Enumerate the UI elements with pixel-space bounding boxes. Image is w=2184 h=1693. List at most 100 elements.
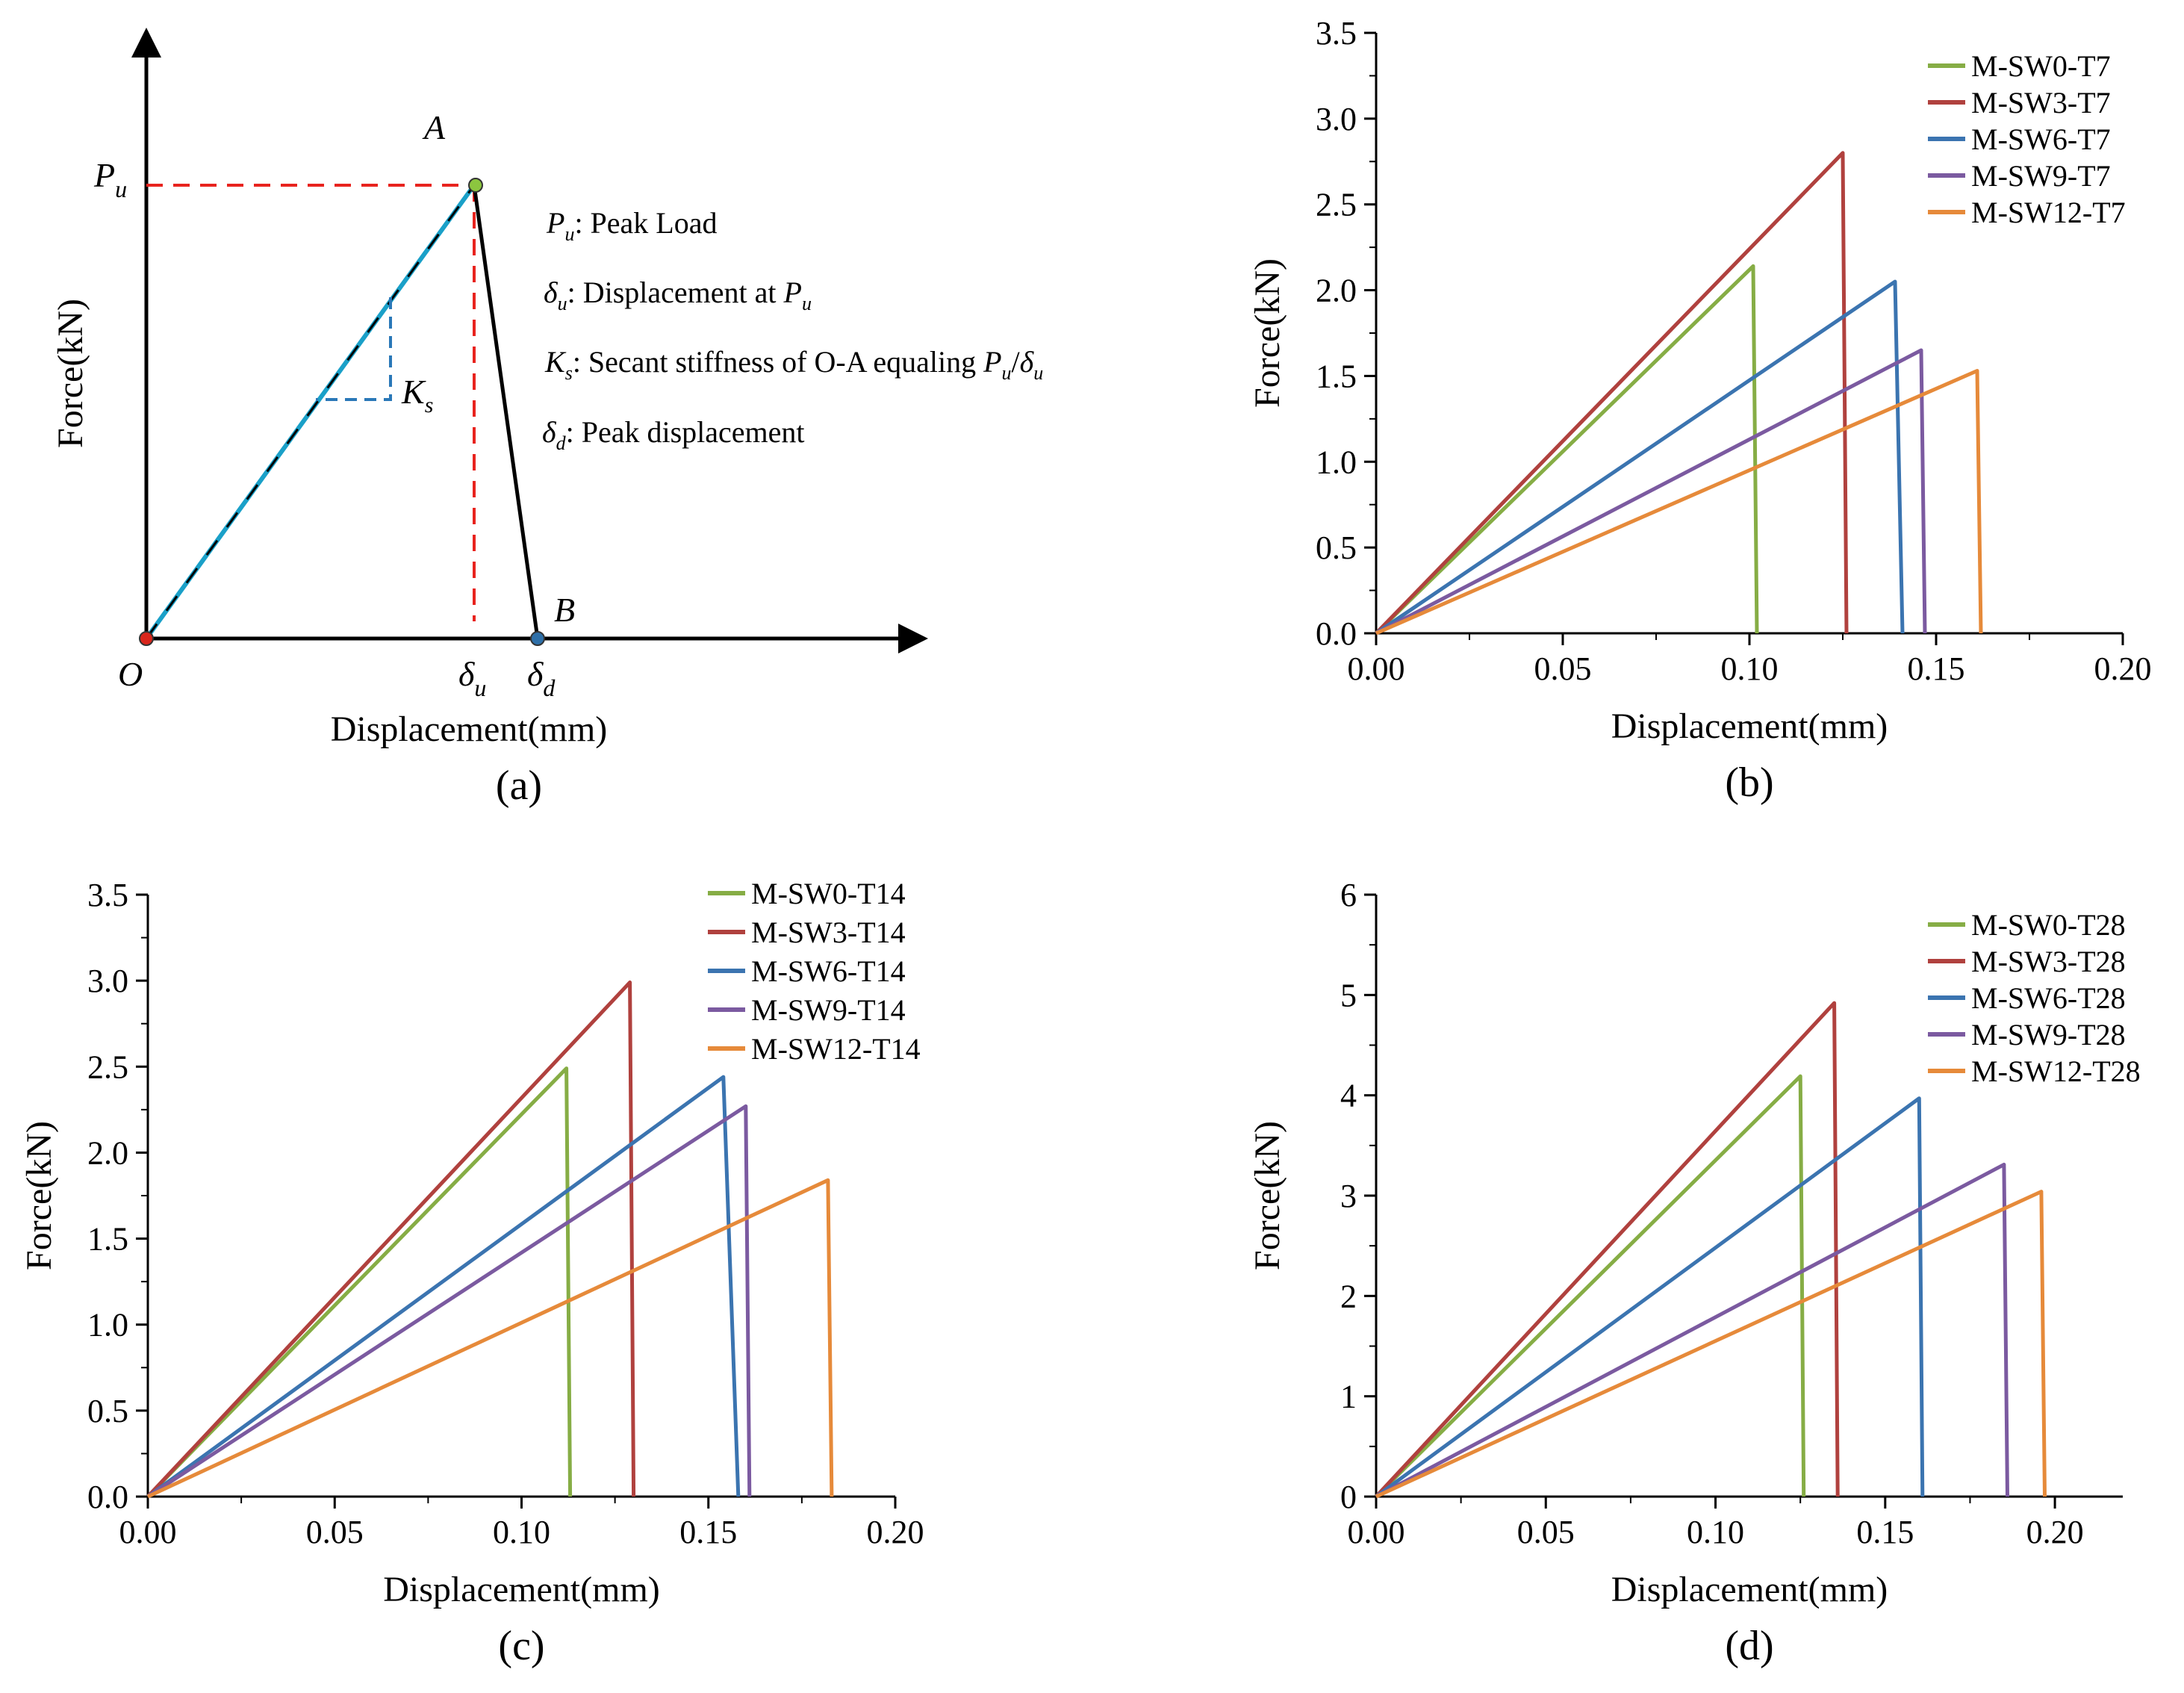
legend-label: M-SW6-T14	[751, 954, 906, 988]
pu-axis-label: Pu	[93, 156, 127, 202]
x-tick-label: 0.15	[1908, 650, 1965, 687]
x-tick-label: 0.05	[306, 1514, 364, 1550]
y-tick-label: 1.0	[87, 1307, 128, 1343]
legend-label: M-SW12-T7	[1971, 196, 2126, 229]
y-tick-label: 1.5	[87, 1221, 128, 1258]
point-b-marker	[530, 631, 545, 646]
legend-label: M-SW9-T7	[1971, 159, 2111, 193]
legend-label: M-SW3-T14	[751, 916, 906, 949]
x-tick-label: 0.15	[1856, 1514, 1914, 1550]
y-tick-label: 3.0	[1316, 101, 1357, 137]
series-line-m-sw9-t28	[1375, 1162, 2009, 1499]
x-tick-label: 0.20	[2026, 1514, 2084, 1550]
x-axis-title: Displacement(mm)	[1611, 1570, 1888, 1609]
legend-label: M-SW0-T14	[751, 877, 906, 910]
series-line-m-sw3-t14	[146, 980, 636, 1498]
y-tick-label: 0.5	[1316, 529, 1357, 566]
legend-peak-load: Pu: Peak Load	[546, 206, 718, 245]
x-tick-label: 0.10	[493, 1514, 550, 1550]
ks-triangle	[316, 297, 392, 401]
legend-displacement-at-pu: δu: Displacement at Pu	[544, 276, 812, 314]
y-axis-title: Force(kN)	[19, 1121, 59, 1270]
x-tick-label: 0.05	[1534, 650, 1592, 687]
y-tick-label: 4	[1340, 1078, 1357, 1114]
point-b-label: B	[554, 591, 575, 629]
x-tick-label: 0.00	[119, 1514, 177, 1550]
legend-label: M-SW0-T28	[1971, 908, 2126, 942]
y-tick-label: 3.5	[1316, 15, 1357, 52]
y-tick-label: 0.0	[87, 1479, 128, 1515]
series-line-m-sw0-t28	[1375, 1074, 1806, 1498]
x-tick-label: 0.10	[1721, 650, 1779, 687]
y-tick-label: 0.0	[1316, 615, 1357, 652]
legend-label: M-SW6-T7	[1971, 122, 2111, 156]
series-line-m-sw3-t28	[1375, 1001, 1840, 1498]
schematic-x-axis-title: Displacement(mm)	[331, 709, 608, 749]
point-a-marker	[468, 178, 483, 193]
ab-descending-line	[472, 184, 540, 639]
panel-label: (b)	[1725, 759, 1773, 806]
y-axis-title: Force(kN)	[1248, 258, 1287, 408]
series-line-m-sw6-t28	[1375, 1096, 1925, 1499]
ks-label: Ks	[401, 373, 433, 417]
legend-label: M-SW3-T7	[1971, 86, 2111, 119]
series-line-m-sw0-t7	[1375, 264, 1759, 635]
point-o-marker	[139, 631, 154, 646]
y-tick-label: 5	[1340, 977, 1357, 1013]
point-a-label: A	[422, 108, 446, 146]
y-tick-label: 3	[1340, 1178, 1357, 1214]
series-line-m-sw9-t14	[146, 1104, 752, 1499]
series-line-m-sw12-t14	[146, 1178, 834, 1499]
schematic-y-axis-title: Force(kN)	[51, 299, 90, 448]
legend-label: M-SW3-T28	[1971, 945, 2126, 978]
series-line-m-sw12-t28	[1375, 1190, 2047, 1499]
x-axis-title: Displacement(mm)	[383, 1570, 660, 1609]
legend-label: M-SW9-T14	[751, 993, 906, 1027]
series-line-m-sw3-t7	[1375, 151, 1849, 635]
dd-axis-label: δd	[527, 655, 556, 701]
y-tick-label: 0.5	[87, 1393, 128, 1429]
legend-peak-displacement: δd: Peak displacement	[542, 415, 805, 454]
legend-label: M-SW9-T28	[1971, 1018, 2126, 1051]
y-tick-label: 2	[1340, 1278, 1357, 1314]
x-tick-label: 0.15	[679, 1514, 737, 1550]
y-tick-label: 3.5	[87, 877, 128, 913]
point-o-label: O	[118, 655, 143, 693]
panel-label: (d)	[1725, 1623, 1773, 1669]
y-tick-label: 2.0	[1316, 273, 1357, 309]
legend-label: M-SW0-T7	[1971, 49, 2111, 83]
y-axis-title: Force(kN)	[1248, 1121, 1287, 1270]
schematic-panel-label: (a)	[496, 762, 542, 809]
y-tick-label: 2.0	[87, 1134, 128, 1171]
x-tick-label: 0.10	[1687, 1514, 1744, 1550]
x-tick-label: 0.00	[1348, 650, 1405, 687]
series-line-m-sw0-t14	[146, 1066, 573, 1498]
y-tick-label: 2.5	[1316, 187, 1357, 223]
x-tick-label: 0.00	[1348, 1514, 1405, 1550]
y-tick-label: 1	[1340, 1379, 1357, 1415]
legend-label: M-SW6-T28	[1971, 981, 2126, 1015]
y-tick-label: 1.0	[1316, 444, 1357, 480]
y-tick-label: 3.0	[87, 963, 128, 999]
x-tick-label: 0.20	[2094, 650, 2152, 687]
oa-dashed-overlay	[145, 184, 476, 639]
chart-panel-d: 0.00 0.05 0.10 0.15 0.200123456M-SW0-T28M-SW…	[1248, 877, 2141, 1669]
du-axis-label: δu	[458, 655, 486, 701]
x-tick-label: 0.05	[1517, 1514, 1575, 1550]
panel-label: (c)	[498, 1623, 544, 1669]
y-tick-label: 1.5	[1316, 358, 1357, 394]
x-axis-title: Displacement(mm)	[1611, 706, 1888, 746]
series-line-m-sw6-t7	[1375, 279, 1905, 636]
legend-secant-stiffness: Ks: Secant stiffness of O-A equaling Pu/…	[544, 345, 1043, 384]
y-tick-label: 6	[1340, 877, 1357, 913]
x-tick-label: 0.20	[867, 1514, 924, 1550]
chart-panel-c: 0.00 0.05 0.10 0.15 0.20 0.0 0.5 1.0 1.5 2.0 2.5 3.…	[19, 877, 924, 1669]
series-line-m-sw6-t14	[146, 1075, 741, 1499]
schematic-panel: O A B Pu δu δd Ks Pu: Peak Load δu: Disp…	[51, 28, 1043, 809]
legend-label: M-SW12-T28	[1971, 1054, 2141, 1088]
legend-label: M-SW12-T14	[751, 1032, 921, 1066]
series-line-m-sw9-t7	[1375, 348, 1927, 636]
y-tick-label: 0	[1340, 1479, 1357, 1515]
y-tick-label: 2.5	[87, 1049, 128, 1085]
